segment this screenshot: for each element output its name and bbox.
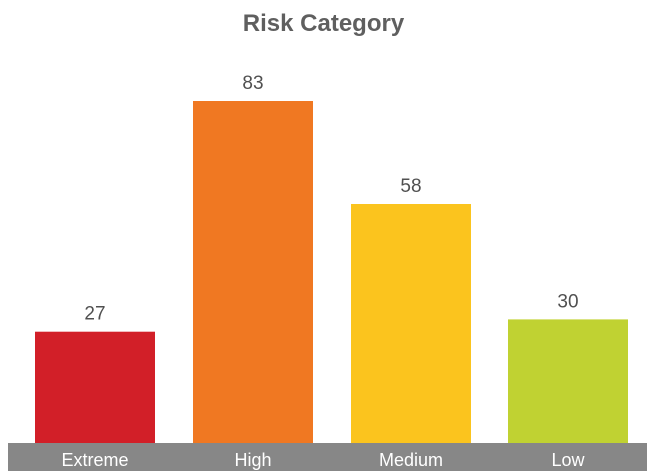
category-label-high: High [234,450,271,470]
value-label-high: 83 [242,73,263,94]
bar-high [193,101,313,443]
value-label-low: 30 [557,291,578,312]
category-label-extreme: Extreme [61,450,128,470]
bar-medium [351,204,471,443]
bars-layer [35,101,628,443]
value-label-medium: 58 [400,176,421,197]
bar-low [508,319,628,443]
category-labels-layer: Extreme High Medium Low [61,450,585,470]
category-label-low: Low [551,450,585,470]
category-axis-band [8,443,647,471]
chart-title: Risk Category [242,10,405,37]
value-labels-layer: 27 83 58 30 [84,73,578,325]
bar-extreme [35,331,155,443]
value-label-extreme: 27 [84,304,105,325]
category-label-medium: Medium [379,450,443,470]
